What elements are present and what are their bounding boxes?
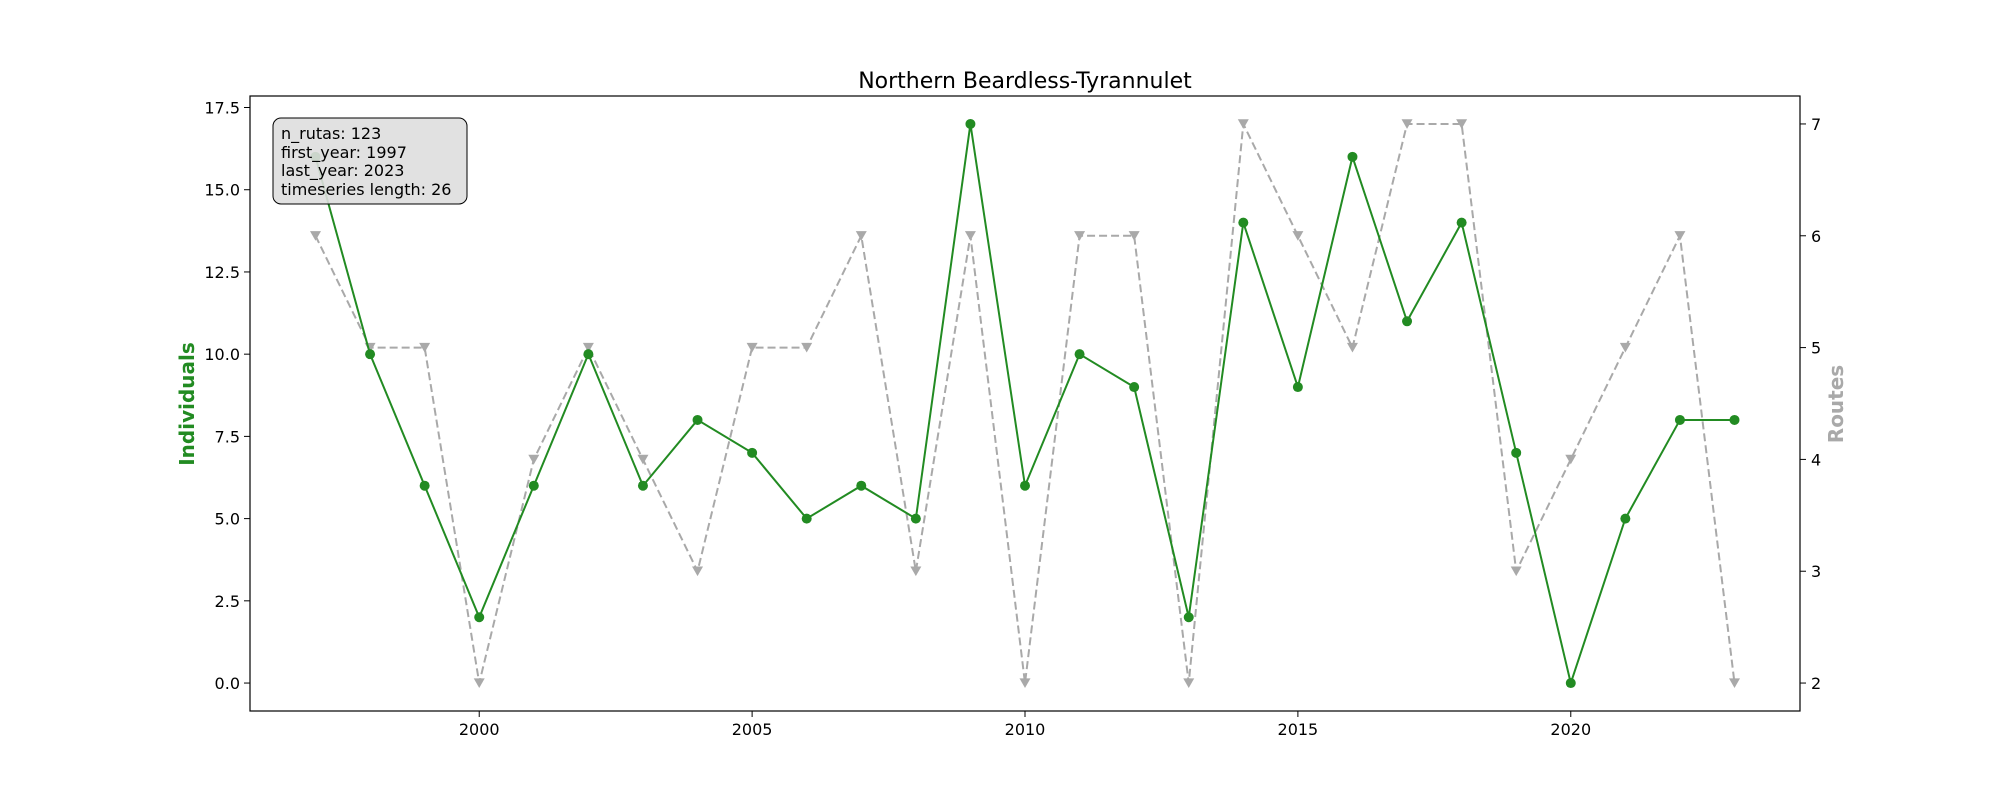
info-line-first-year: first_year: 1997 [281, 143, 407, 163]
y-right-tick-label: 7 [1811, 115, 1821, 134]
routes-point [801, 342, 813, 353]
individuals-point [528, 480, 539, 491]
info-line-timeseries-length: timeseries length: 26 [281, 180, 451, 199]
y-left-tick-label: 10.0 [204, 345, 240, 364]
individuals-point [1183, 612, 1194, 623]
routes-point [1128, 231, 1140, 241]
routes-point [964, 231, 976, 241]
y-right-tick-label: 6 [1811, 227, 1821, 246]
y-left-tick-label: 0.0 [215, 674, 240, 693]
y-axis-label-right: Routes [1824, 365, 1848, 443]
y-left-tick-label: 2.5 [215, 592, 240, 611]
y-right-tick-label: 3 [1811, 562, 1821, 581]
x-tick-label: 2000 [459, 720, 500, 739]
info-line-last-year: last_year: 2023 [281, 161, 404, 181]
routes-point [1237, 119, 1249, 129]
individuals-point [1729, 414, 1740, 425]
routes-point [1183, 678, 1195, 688]
y-left-tick-label: 5.0 [215, 510, 240, 529]
routes-point [1346, 342, 1358, 353]
routes-point [419, 342, 431, 353]
x-tick-label: 2005 [732, 720, 773, 739]
routes-point [637, 454, 649, 465]
routes-point [1619, 342, 1631, 353]
individuals-point [1238, 217, 1249, 228]
routes-point [1456, 119, 1468, 129]
individuals-point [965, 118, 976, 129]
routes-point [1292, 231, 1304, 241]
individuals-point [1020, 480, 1030, 491]
x-tick-label: 2010 [1005, 720, 1046, 739]
y-right-tick-label: 2 [1811, 674, 1821, 693]
routes-point [1565, 454, 1577, 465]
individuals-point [419, 480, 430, 491]
individuals-point [1620, 513, 1631, 524]
y-axis-label-left: Individuals [175, 342, 199, 466]
routes-point [528, 454, 540, 465]
individuals-point [747, 447, 758, 458]
individuals-point [474, 612, 485, 623]
y-right-tick-label: 5 [1811, 339, 1821, 358]
routes-point [1074, 231, 1086, 241]
individuals-point [1402, 316, 1413, 327]
individuals-point [1565, 678, 1576, 689]
routes-point [1729, 678, 1741, 688]
individuals-point [1456, 217, 1467, 228]
routes-point [855, 231, 867, 241]
info-box: n_rutas: 123 first_year: 1997 last_year:… [272, 117, 468, 205]
individuals-point [1129, 382, 1140, 393]
info-box-frame [272, 117, 468, 205]
individuals-point [1074, 349, 1085, 360]
individuals-point [1674, 414, 1685, 425]
routes-point [1674, 231, 1686, 241]
individuals-point [583, 349, 594, 360]
individuals-point [1347, 151, 1358, 162]
individuals-point [801, 513, 812, 524]
routes-point [910, 566, 922, 577]
routes-point [692, 566, 704, 577]
y-left-tick-label: 15.0 [204, 181, 240, 200]
individuals-point [910, 513, 921, 524]
info-line-n-rutas: n_rutas: 123 [281, 124, 381, 144]
individuals-point [1292, 382, 1303, 393]
y-left-tick-label: 7.5 [215, 427, 240, 446]
chart-title: Northern Beardless-Tyrannulet [858, 69, 1192, 94]
individuals-point [1511, 447, 1522, 458]
x-tick-label: 2020 [1550, 720, 1591, 739]
x-tick-label: 2015 [1278, 720, 1319, 739]
routes-point [473, 678, 485, 688]
routes-point [746, 342, 758, 353]
y-left-tick-label: 17.5 [204, 99, 240, 118]
individuals-point [637, 480, 648, 491]
individuals-point [365, 349, 376, 360]
individuals-point [856, 480, 867, 491]
y-left-tick-label: 12.5 [204, 263, 240, 282]
routes-point [1019, 678, 1031, 688]
routes-point [1510, 566, 1522, 577]
routes-point [582, 342, 594, 353]
routes-point [1401, 119, 1413, 129]
routes-point [309, 231, 321, 241]
y-right-tick-label: 4 [1811, 450, 1821, 469]
plot-frame [249, 95, 1801, 712]
individuals-point [692, 414, 703, 425]
